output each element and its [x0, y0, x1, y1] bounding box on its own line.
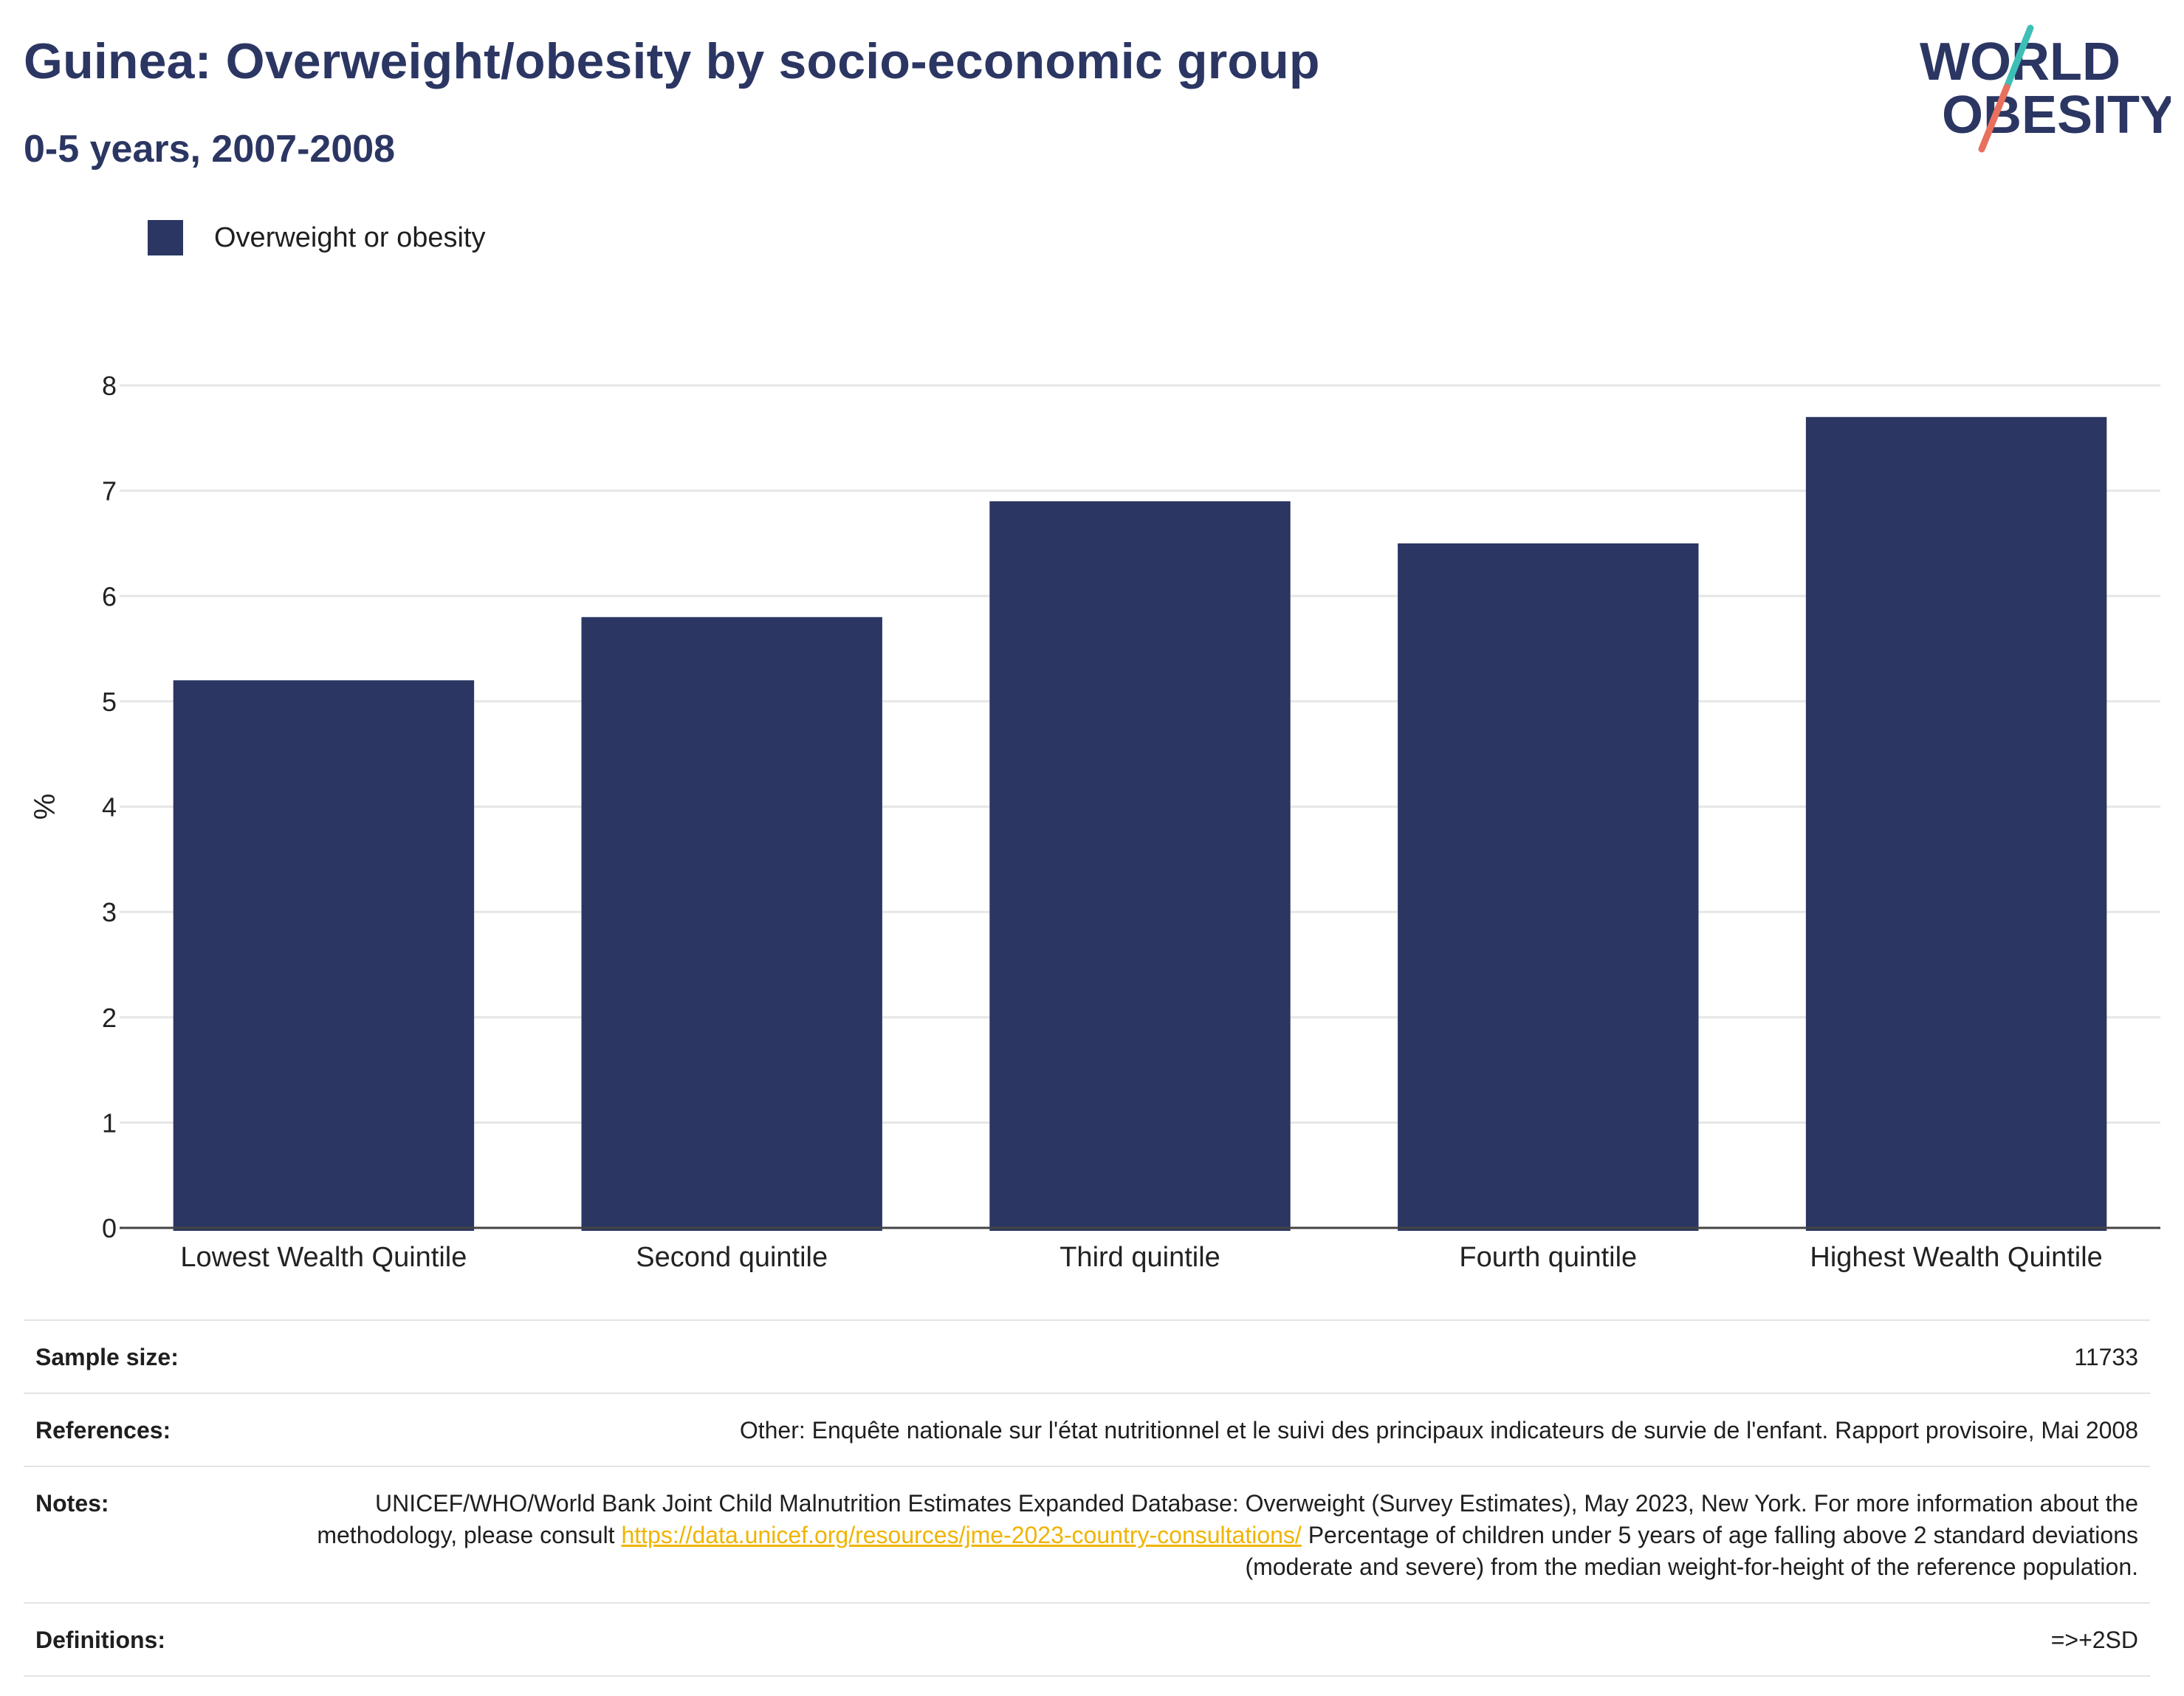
chart-title: Guinea: Overweight/obesity by socio-econ… — [24, 33, 1320, 89]
y-tick-label: 2 — [102, 1003, 117, 1033]
x-tick-label: Highest Wealth Quintile — [1810, 1242, 2102, 1273]
notes-label: Notes: — [35, 1490, 109, 1517]
legend-label: Overweight or obesity — [214, 222, 486, 253]
bar — [173, 680, 475, 1231]
x-tick-label: Lowest Wealth Quintile — [180, 1242, 467, 1273]
y-tick-label: 8 — [102, 371, 117, 401]
world-obesity-logo: WORLD OBESITY — [1920, 24, 2171, 153]
legend[interactable]: Overweight or obesity — [148, 220, 486, 255]
bar — [989, 501, 1291, 1231]
chart-subtitle: 0-5 years, 2007-2008 — [24, 128, 396, 171]
notes-link[interactable]: https://data.unicef.org/resources/jme-20… — [621, 1522, 1302, 1548]
bar — [1805, 416, 2107, 1231]
bar — [581, 617, 882, 1231]
y-tick-label: 6 — [102, 581, 117, 611]
notes-text-2: Percentage of children under 5 years of … — [1245, 1522, 2138, 1580]
x-tick-label: Second quintile — [636, 1242, 828, 1273]
references-label: References: — [35, 1417, 171, 1443]
y-tick-label: 1 — [102, 1108, 117, 1138]
y-tick-label: 3 — [102, 897, 117, 927]
info-row-notes: Notes: UNICEF/WHO/World Bank Joint Child… — [24, 1466, 2150, 1602]
y-tick-label: 7 — [102, 476, 117, 507]
references-value: Other: Enquête nationale sur l'état nutr… — [739, 1417, 2138, 1443]
y-tick-label: 4 — [102, 792, 117, 823]
bar-chart: 0 1 2 3 4 5 6 7 8% Lowest Wealth Quintile Second q… — [29, 371, 2160, 1273]
info-row-definitions: Definitions: =>+2SD — [24, 1602, 2150, 1677]
logo-text-obesity: OBESITY — [1942, 86, 2171, 145]
info-row-references: References: Other: Enquête nationale sur… — [24, 1393, 2150, 1466]
legend-swatch — [148, 220, 183, 255]
y-tick-label: 5 — [102, 687, 117, 717]
x-tick-label: Fourth quintile — [1459, 1242, 1637, 1273]
info-row-sample-size: Sample size: 11733 — [24, 1319, 2150, 1393]
notes-value: UNICEF/WHO/World Bank Joint Child Malnut… — [272, 1488, 2138, 1583]
info-table: Sample size: 11733 References: Other: En… — [24, 1319, 2150, 1677]
bar — [1398, 543, 1699, 1231]
y-axis-title: % — [29, 794, 61, 820]
definitions-value: =>+2SD — [2050, 1627, 2138, 1653]
x-tick-label: Third quintile — [1060, 1242, 1220, 1273]
definitions-label: Definitions: — [35, 1627, 165, 1653]
logo-slash-coral — [1978, 83, 2010, 153]
sample-size-label: Sample size: — [35, 1344, 179, 1370]
sample-size-value: 11733 — [2074, 1344, 2138, 1370]
y-tick-label: 0 — [102, 1213, 117, 1243]
logo-slash-teal — [2003, 24, 2034, 91]
notes-text-1: UNICEF/WHO/World Bank Joint Child Malnut… — [317, 1490, 2138, 1548]
